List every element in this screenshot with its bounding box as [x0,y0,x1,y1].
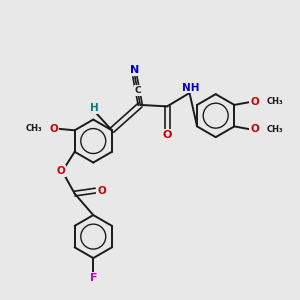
Text: CH₃: CH₃ [25,124,42,133]
Text: H: H [90,103,98,113]
Text: NH: NH [182,82,200,93]
Text: O: O [250,124,259,134]
Text: O: O [250,97,259,107]
Text: O: O [50,124,58,134]
Text: O: O [162,130,172,140]
Text: N: N [130,65,140,75]
Text: O: O [57,166,66,176]
Text: CH₃: CH₃ [266,125,283,134]
Text: F: F [89,273,97,283]
Text: CH₃: CH₃ [266,98,283,106]
Text: C: C [134,86,141,95]
Text: O: O [97,186,106,196]
